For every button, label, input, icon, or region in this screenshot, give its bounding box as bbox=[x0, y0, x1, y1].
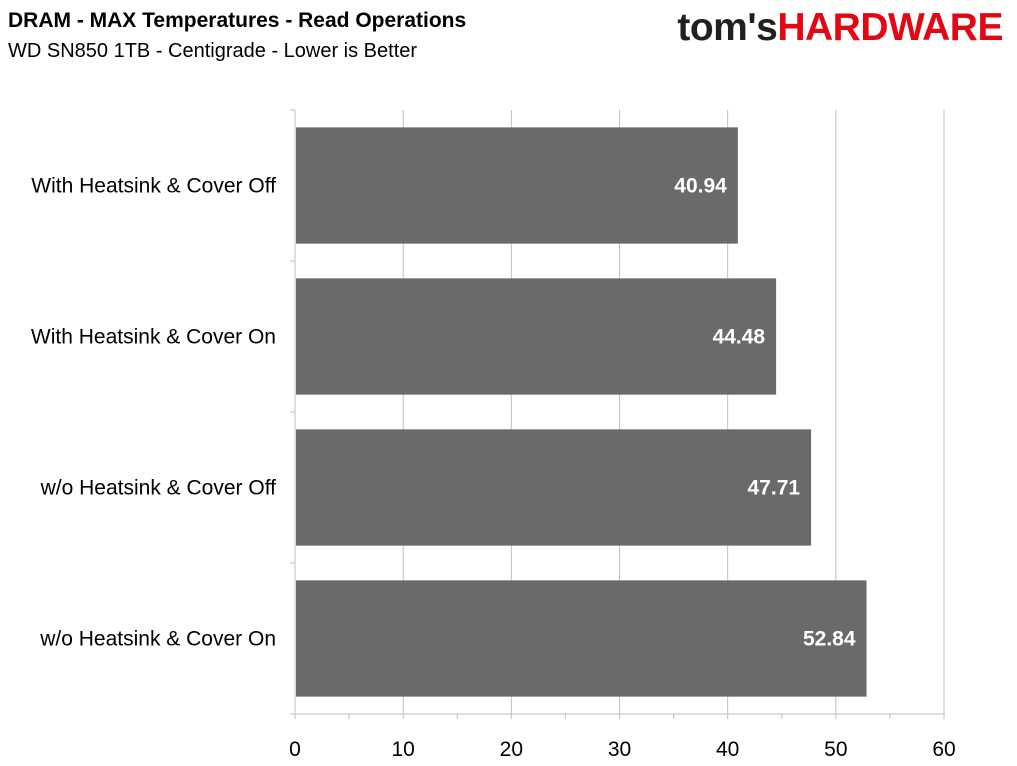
category-label-3: w/o Heatsink & Cover On bbox=[39, 628, 276, 651]
brand-logo: tom'sHARDWARE bbox=[677, 6, 1003, 50]
x-tick-label-2: 20 bbox=[500, 738, 523, 761]
bar-2 bbox=[296, 429, 812, 546]
category-label-2: w/o Heatsink & Cover Off bbox=[40, 477, 277, 500]
category-label-0: With Heatsink & Cover Off bbox=[31, 175, 276, 198]
chart-title: DRAM - MAX Temperatures - Read Operation… bbox=[8, 9, 467, 32]
x-tick-label-5: 50 bbox=[824, 738, 847, 761]
x-tick-label-4: 40 bbox=[716, 738, 739, 761]
bar-3 bbox=[296, 580, 867, 697]
bar-0 bbox=[296, 127, 738, 244]
value-label-0: 40.94 bbox=[674, 175, 727, 198]
chart-subtitle: WD SN850 1TB - Centigrade - Lower is Bet… bbox=[8, 40, 418, 62]
x-tick-label-1: 10 bbox=[391, 738, 414, 761]
value-label-1: 44.48 bbox=[713, 326, 766, 349]
x-tick-label-6: 60 bbox=[932, 738, 955, 761]
logo-part-2: HARDWARE bbox=[777, 6, 1003, 49]
category-label-1: With Heatsink & Cover On bbox=[31, 326, 276, 349]
x-tick-label-0: 0 bbox=[289, 738, 301, 761]
bar-1 bbox=[296, 278, 777, 395]
value-label-2: 47.71 bbox=[748, 477, 801, 500]
logo-part-1: tom's bbox=[677, 6, 778, 49]
x-tick-label-3: 30 bbox=[608, 738, 631, 761]
value-label-3: 52.84 bbox=[803, 628, 856, 651]
